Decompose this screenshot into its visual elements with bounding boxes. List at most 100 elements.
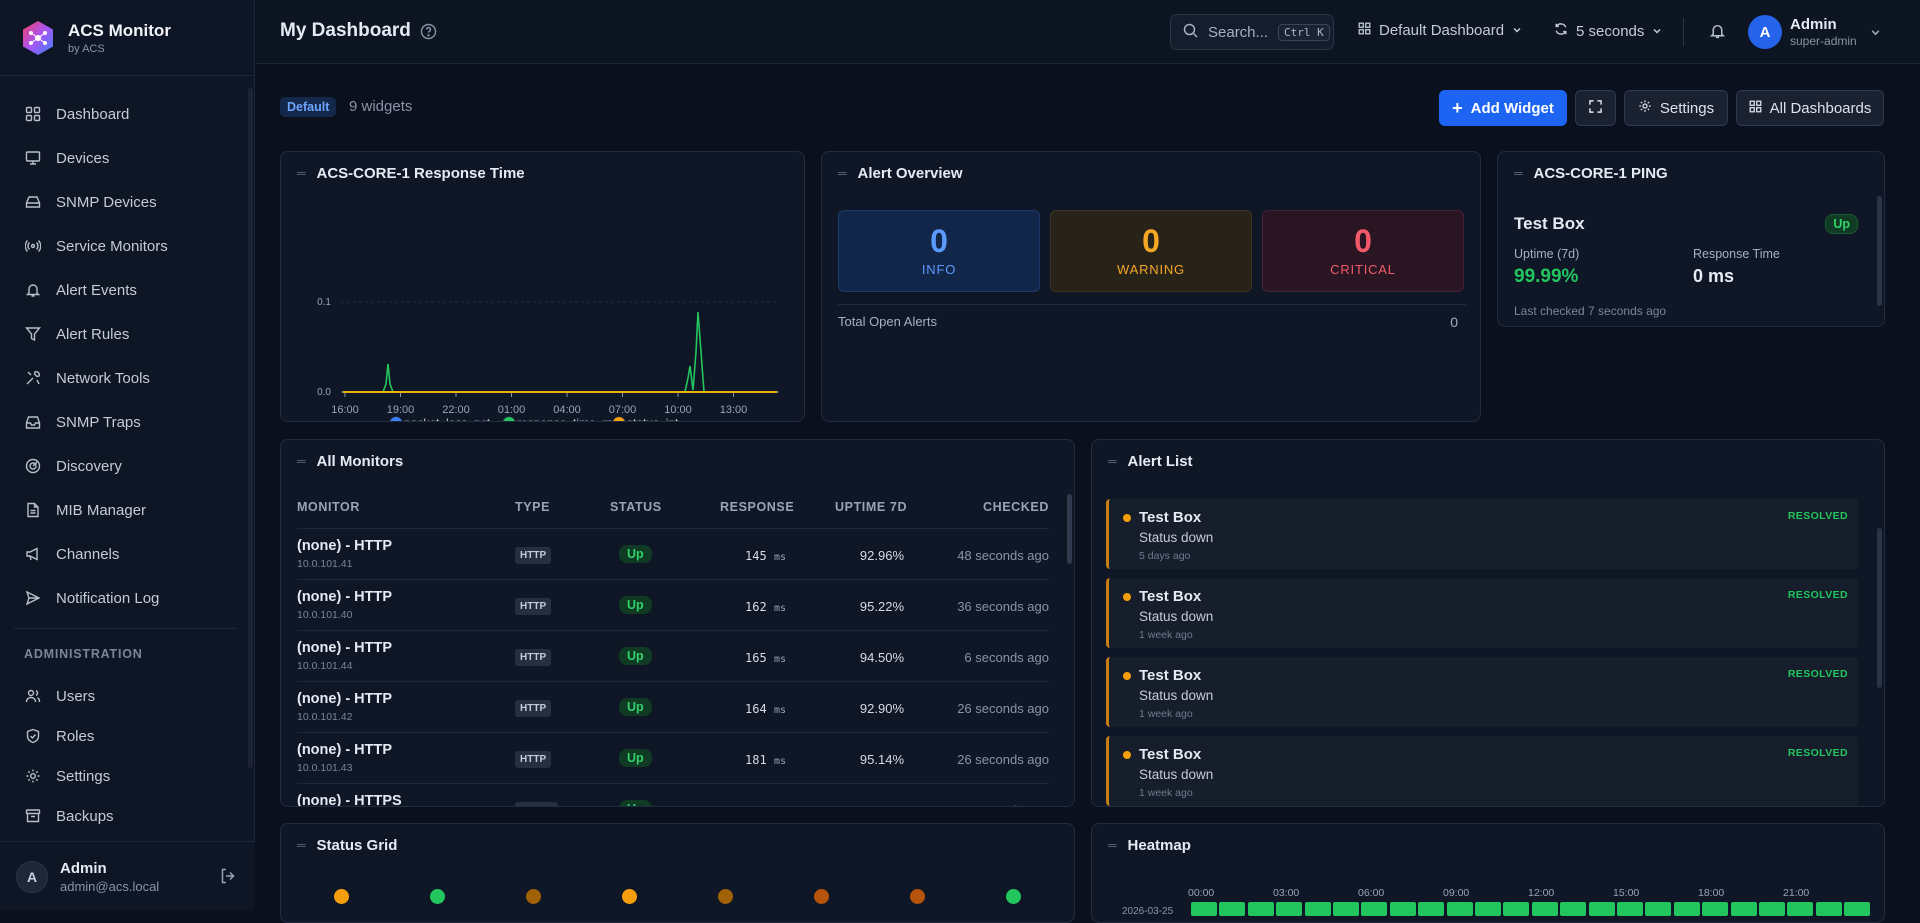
heatmap-cell[interactable] [1815,902,1842,916]
drag-handle-icon[interactable]: ═ [1514,166,1522,180]
heatmap-cell[interactable] [1304,902,1331,916]
chevron-down-icon[interactable] [1870,25,1881,43]
heatmap-cell[interactable] [1276,902,1303,916]
nav-devices[interactable]: Devices [14,136,236,180]
refresh-select[interactable]: 5 seconds [1554,22,1662,40]
drag-handle-icon[interactable]: ═ [297,166,305,180]
table-scrollbar[interactable] [1067,494,1072,564]
column-header[interactable]: STATUS [610,500,662,514]
table-row[interactable]: (none) - HTTP 10.0.101.43 HTTP Up 181 ms 95.1… [297,732,1049,783]
warning-count-box[interactable]: 0 WARNING [1050,210,1252,292]
settings-button[interactable]: Settings [1624,90,1728,126]
drag-handle-icon[interactable]: ═ [297,838,305,852]
help-icon[interactable] [420,23,437,45]
series-line-response-time[interactable] [343,311,777,393]
heatmap-cell[interactable] [1446,902,1473,916]
list-item[interactable]: Test Box Status down 5 days ago RESOLVED [1106,499,1858,569]
legend-label[interactable]: response_time_ms [517,416,618,422]
avatar[interactable]: A [1748,15,1782,49]
heatmap-cell[interactable] [1702,902,1729,916]
heatmap-cell[interactable] [1560,902,1587,916]
column-header[interactable]: TYPE [515,500,551,514]
nav-alert-rules[interactable]: Alert Rules [14,312,236,356]
status-dot[interactable] [430,889,445,904]
table-row[interactable]: (none) - HTTP 10.0.101.41 HTTP Up 145 ms 92.9… [297,528,1049,579]
nav-users[interactable]: Users [14,676,236,716]
status-dot[interactable] [526,889,541,904]
legend-swatch[interactable] [389,416,403,423]
drag-handle-icon[interactable]: ═ [1108,838,1116,852]
legend-label[interactable]: packet_loss_pct [404,416,491,422]
nav-backups[interactable]: Backups [14,796,236,836]
heatmap-cell[interactable] [1531,902,1558,916]
table-row[interactable]: (none) - HTTPS HTTPS Up 143 ms 92.22% 6 secon… [297,783,1049,806]
nav-snmp-traps[interactable]: SNMP Traps [14,400,236,444]
widget-scrollbar[interactable] [1877,196,1882,306]
drag-handle-icon[interactable]: ═ [297,454,305,468]
status-dot[interactable] [910,889,925,904]
logout-icon[interactable] [219,867,237,890]
avatar[interactable]: A [16,860,48,893]
heatmap-cell[interactable] [1645,902,1672,916]
heatmap-cell[interactable] [1219,902,1246,916]
heatmap-cell[interactable] [1617,902,1643,916]
status-dot[interactable] [622,889,637,904]
status-dot[interactable] [718,889,733,904]
fullscreen-button[interactable] [1575,90,1616,126]
nav-discovery[interactable]: Discovery [14,444,236,488]
column-header[interactable]: RESPONSE [720,500,795,514]
search-input[interactable]: Search... Ctrl K [1170,14,1334,50]
all-dashboards-button[interactable]: All Dashboards [1736,90,1884,126]
heatmap-cell[interactable] [1503,902,1530,916]
header-user-name[interactable]: Admin [1790,16,1837,33]
info-count-box[interactable]: 0 INFO [838,210,1040,292]
table-row[interactable]: (none) - HTTP 10.0.101.42 HTTP Up 164 ms 92.9… [297,681,1049,732]
status-dot[interactable] [814,889,829,904]
dashboard-select[interactable]: Default Dashboard [1358,22,1522,39]
critical-count-box[interactable]: 0 CRITICAL [1262,210,1464,292]
column-header[interactable]: MONITOR [297,500,360,514]
list-item[interactable]: Test Box Status down 1 week ago RESOLVED [1106,657,1858,727]
nav-service-monitors[interactable]: Service Monitors [14,224,236,268]
add-widget-button[interactable]: + Add Widget [1439,90,1567,126]
legend-swatch[interactable] [502,416,516,423]
list-item[interactable]: Test Box Status down 1 week ago RESOLVED [1106,736,1858,806]
heatmap-cell[interactable] [1333,902,1359,916]
heatmap-cell[interactable] [1418,902,1445,916]
nav-roles[interactable]: Roles [14,716,236,756]
heatmap-cell[interactable] [1787,902,1814,916]
brand[interactable]: ACS Monitor by ACS [0,0,254,76]
heatmap-cell[interactable] [1247,902,1274,916]
nav-network-tools[interactable]: Network Tools [14,356,236,400]
nav-mib-manager[interactable]: MIB Manager [14,488,236,532]
heatmap-cell[interactable] [1759,902,1785,916]
heatmap-cell[interactable] [1191,902,1217,916]
table-row[interactable]: (none) - HTTP 10.0.101.40 HTTP Up 162 ms 95.2… [297,579,1049,630]
heatmap-cell[interactable] [1844,902,1871,916]
heatmap-cell[interactable] [1673,902,1700,916]
drag-handle-icon[interactable]: ═ [838,166,846,180]
heatmap-cell[interactable] [1361,902,1388,916]
legend-swatch[interactable] [612,416,626,423]
column-header[interactable]: CHECKED [982,500,1049,514]
table-row[interactable]: (none) - HTTP 10.0.101.44 HTTP Up 165 ms 94.5… [297,630,1049,681]
heatmap-cell[interactable] [1588,902,1615,916]
status-dot[interactable] [334,889,349,904]
nav-alert-events[interactable]: Alert Events [14,268,236,312]
drag-handle-icon[interactable]: ═ [1108,454,1116,468]
nav-dashboard[interactable]: Dashboard [14,92,236,136]
sidebar-scrollbar[interactable] [248,88,253,768]
bell-icon[interactable] [1709,22,1726,45]
heatmap-cell[interactable] [1475,902,1501,916]
nav-notification-log[interactable]: Notification Log [14,576,236,620]
status-dot[interactable] [1006,889,1021,904]
alert-list-scrollbar[interactable] [1877,528,1882,688]
column-header[interactable]: UPTIME 7D [835,500,908,514]
nav-settings[interactable]: Settings [14,756,236,796]
nav-snmp-devices[interactable]: SNMP Devices [14,180,236,224]
list-item[interactable]: Test Box Status down 1 week ago RESOLVED [1106,578,1858,648]
heatmap-cell[interactable] [1389,902,1416,916]
heatmap-cell[interactable] [1730,902,1757,916]
nav-channels[interactable]: Channels [14,532,236,576]
legend-label[interactable]: status_int [627,416,679,422]
